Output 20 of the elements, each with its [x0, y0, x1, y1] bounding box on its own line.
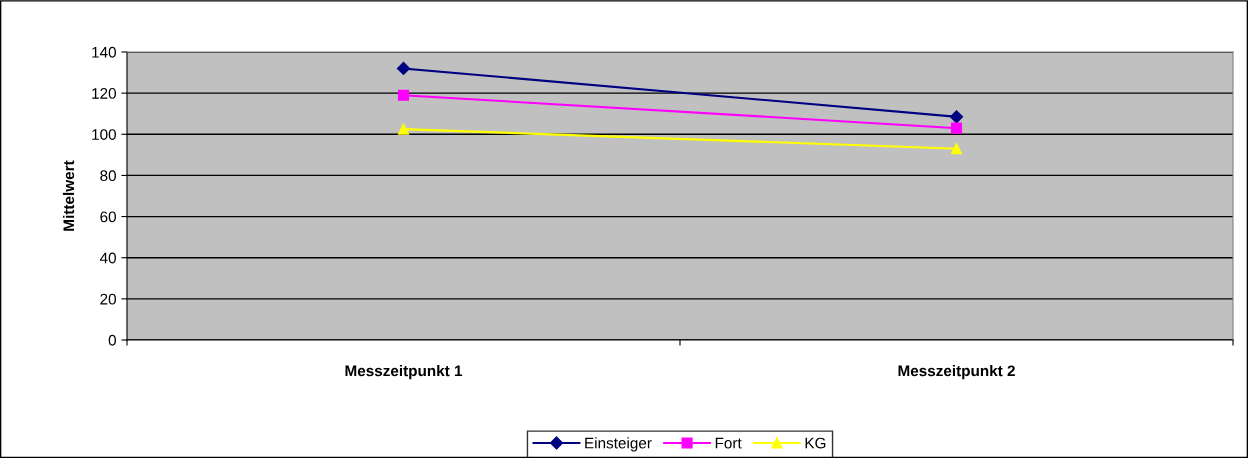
- x-tick-label: Messzeitpunkt 1: [345, 365, 463, 380]
- point: [950, 122, 963, 134]
- point: [949, 110, 964, 124]
- y-tick-label: 100: [92, 129, 116, 140]
- y-tick-label: 140: [92, 46, 116, 58]
- y-tick-label: 40: [99, 252, 116, 264]
- y-tick-label: 60: [100, 211, 116, 223]
- y-tick-label: 0: [108, 334, 116, 346]
- x-tick-label: Messzeitpunkt 2: [898, 365, 1015, 380]
- legend-label: KG: [805, 437, 826, 449]
- y-tick-label: 80: [100, 170, 116, 182]
- y-tick-label: 20: [100, 293, 116, 305]
- point: [950, 143, 963, 155]
- point: [396, 61, 411, 76]
- legend-label: Fort: [715, 437, 742, 449]
- y-tick-label: 120: [92, 88, 116, 99]
- point: [397, 123, 410, 135]
- point: [397, 89, 410, 101]
- y-axis-title: Mittelwert: [62, 160, 75, 231]
- legend-label: Einsteiger: [585, 437, 652, 452]
